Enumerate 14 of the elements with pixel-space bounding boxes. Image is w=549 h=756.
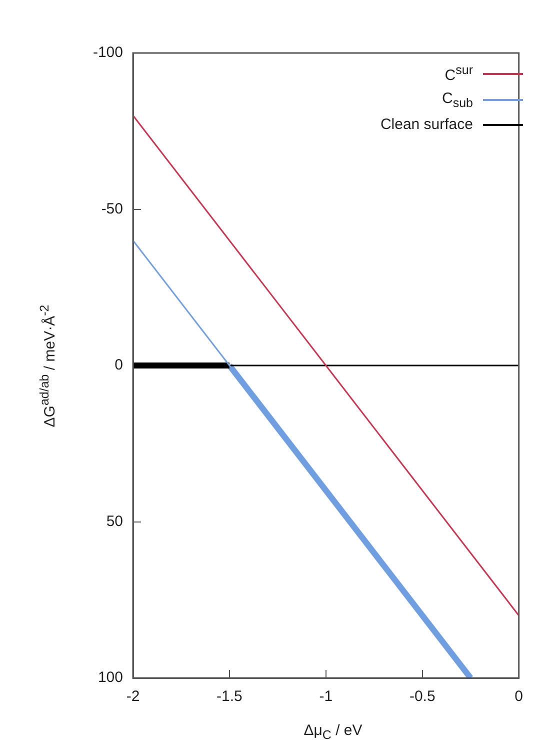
x-tick-label: -1.5 xyxy=(216,688,242,706)
x-tick-label: -1 xyxy=(319,688,333,706)
y-tick-label: 50 xyxy=(106,512,123,530)
legend-label: Clean surface xyxy=(380,116,473,133)
x-tick-label: -0.5 xyxy=(409,688,436,706)
y-tick-label: -100 xyxy=(92,44,123,62)
y-tick-label: 0 xyxy=(114,356,123,374)
legend-label: C$_{sub}$ xyxy=(442,90,473,110)
x-tick-label: -2 xyxy=(126,688,140,706)
x-tick-label: 0 xyxy=(514,688,523,706)
y-tick-label: 100 xyxy=(98,669,123,686)
x-axis-title: Δμ$_{C}$ / eV xyxy=(302,722,364,742)
legend-label: C$^{sur}$ xyxy=(444,63,473,84)
y-tick-label: -50 xyxy=(101,200,123,218)
